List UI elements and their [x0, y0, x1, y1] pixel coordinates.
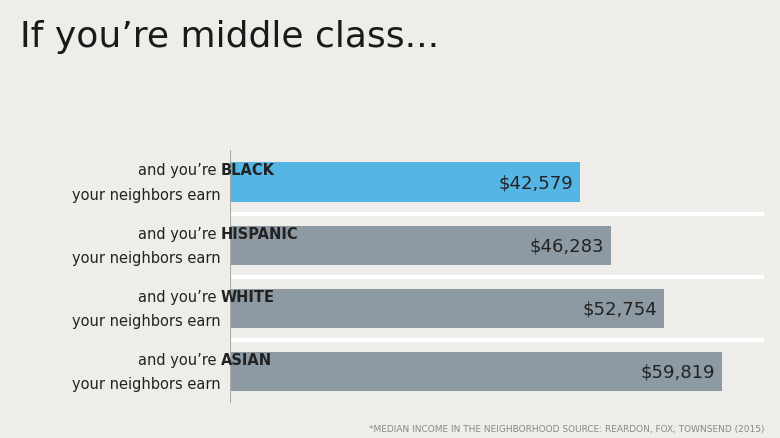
Text: $46,283: $46,283: [530, 237, 604, 254]
Text: and you’re: and you’re: [137, 289, 221, 304]
Bar: [230, 352, 722, 391]
Text: $59,819: $59,819: [640, 363, 715, 381]
Text: $42,579: $42,579: [498, 173, 573, 191]
Text: your neighbors earn: your neighbors earn: [72, 376, 221, 391]
Text: and you’re: and you’re: [137, 163, 221, 178]
Text: and you’re: and you’re: [137, 226, 221, 241]
Text: your neighbors earn: your neighbors earn: [72, 250, 221, 265]
Text: *MEDIAN INCOME IN THE NEIGHBORHOOD SOURCE: REARDON, FOX, TOWNSEND (2015): *MEDIAN INCOME IN THE NEIGHBORHOOD SOURC…: [369, 424, 764, 433]
Text: HISPANIC: HISPANIC: [221, 226, 299, 241]
Text: $52,754: $52,754: [583, 300, 658, 318]
Text: your neighbors earn: your neighbors earn: [72, 313, 221, 328]
Text: and you’re: and you’re: [137, 352, 221, 367]
Text: If you’re middle class...: If you’re middle class...: [20, 20, 438, 53]
Text: WHITE: WHITE: [221, 289, 275, 304]
Text: your neighbors earn: your neighbors earn: [72, 187, 221, 202]
Text: ASIAN: ASIAN: [221, 352, 272, 367]
Bar: [230, 289, 664, 328]
Bar: [230, 163, 580, 202]
Bar: [230, 226, 611, 265]
Text: BLACK: BLACK: [221, 163, 275, 178]
